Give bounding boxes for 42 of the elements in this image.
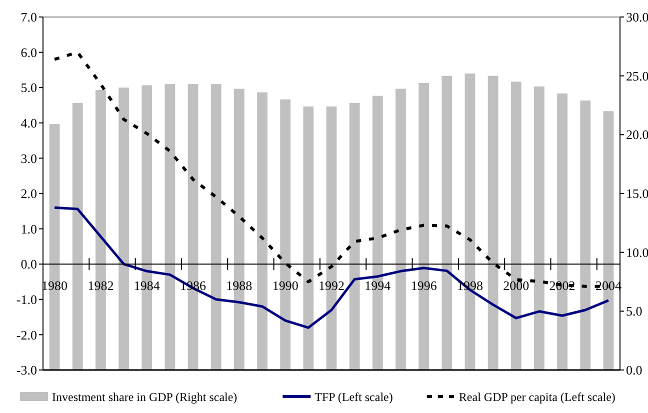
y-tick-label: -3.0 [16,362,37,378]
bar [303,106,314,370]
y-tick-label: 5.0 [20,80,37,96]
bar [210,84,222,370]
bar [534,86,544,370]
y-tick-label: 6.0 [20,44,37,60]
x-tick-label: 1982 [88,278,114,294]
x-tick-label: 1984 [134,278,160,294]
y2-tick-label: 10.0 [626,244,648,260]
y2-tick-label: 25.0 [626,68,648,84]
y-tick-label: -1.0 [16,292,37,307]
y-tick-label: 0.0 [20,256,37,272]
bar [118,88,129,370]
y-tick-label: 2.0 [20,186,37,202]
y-tick-label: 3.0 [20,150,37,166]
y-tick-label: 4.0 [20,115,37,130]
bar [580,100,591,370]
bar [349,102,360,370]
bar [442,76,452,370]
y2-tick-label: 30.0 [626,10,648,25]
x-tick-label: 1988 [226,278,252,294]
x-tick-label: 1992 [318,278,344,294]
legend-label: Real GDP per capita (Left scale) [458,390,616,404]
y-tick-label: -2.0 [16,327,37,342]
x-tick-label: 1996 [410,278,438,294]
bar [488,76,498,370]
y-tick-label: 7.0 [20,10,37,25]
bar [164,84,176,370]
x-tick-label: 2000 [503,278,530,294]
x-tick-label: 1994 [364,278,392,294]
legend-label: Investment share in GDP (Right scale) [52,390,238,404]
bar [396,88,406,370]
y2-tick-label: 5.0 [626,304,642,319]
y-tick-label: 1.0 [20,221,37,236]
y2-tick-label: 15.0 [626,186,648,202]
y2-tick-label: 0.0 [626,362,642,378]
x-tick-label: 1980 [42,278,68,294]
legend-label: TFP (Left scale) [314,390,393,404]
bar [257,92,268,370]
y2-tick-label: 20.0 [626,127,648,142]
bar [72,102,83,370]
x-tick-label: 1990 [272,278,298,294]
